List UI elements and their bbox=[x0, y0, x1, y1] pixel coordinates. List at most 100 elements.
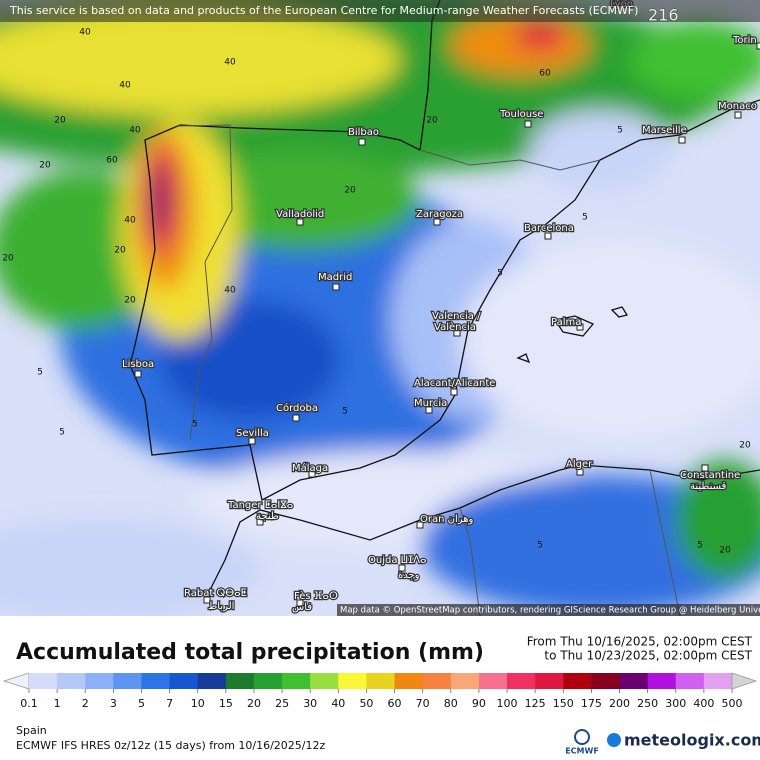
colorbar-tick-label: 30 bbox=[303, 697, 317, 710]
city-label: Valladolid bbox=[276, 209, 324, 220]
city-marker bbox=[678, 136, 686, 144]
color-swatch bbox=[422, 673, 452, 689]
colorbar-tick-label: 40 bbox=[331, 697, 345, 710]
contour-label: 40 bbox=[119, 81, 131, 91]
contour-label: 40 bbox=[224, 58, 236, 68]
city-marker bbox=[425, 406, 433, 414]
ecmwf-label: ECMWF bbox=[565, 747, 599, 756]
brand[interactable]: meteologix.com bbox=[624, 731, 760, 750]
colorbar-tick-label: 80 bbox=[444, 697, 458, 710]
colorbar-tick-label: 100 bbox=[497, 697, 518, 710]
city-marker bbox=[734, 111, 742, 119]
color-swatch bbox=[29, 673, 58, 689]
contour-label: 60 bbox=[539, 69, 551, 79]
color-swatch bbox=[141, 673, 171, 689]
city-label: Córdoba bbox=[276, 402, 318, 414]
colorbar-tick-label: 200 bbox=[609, 697, 630, 710]
city-marker bbox=[358, 138, 366, 146]
colorbar-tick-label: 400 bbox=[693, 697, 714, 710]
color-swatch bbox=[703, 673, 733, 689]
colorbar-tick-label: 20 bbox=[247, 697, 261, 710]
attribution-bar bbox=[0, 0, 760, 22]
city-marker bbox=[433, 218, 441, 226]
colorbar-tick-label: 3 bbox=[110, 697, 117, 710]
color-swatch bbox=[169, 673, 199, 689]
colorbar-tick-label: 15 bbox=[219, 697, 233, 710]
contour-label: 20 bbox=[114, 246, 126, 256]
contour-label: 20 bbox=[739, 441, 751, 451]
contour-label: 20 bbox=[719, 546, 731, 556]
city-label: Bilbao bbox=[348, 127, 379, 138]
colorbar-tick-label: 70 bbox=[416, 697, 430, 710]
colorbar-tick-label: 500 bbox=[722, 697, 743, 710]
color-swatch bbox=[57, 673, 86, 689]
color-swatch bbox=[366, 673, 396, 689]
city-marker bbox=[701, 464, 709, 472]
colorbar-tick-label: 300 bbox=[665, 697, 686, 710]
city-marker bbox=[248, 437, 256, 445]
city-marker bbox=[296, 218, 304, 226]
map: 40 40 20 40 60 40 20 20 20 20 5 5 5 5 5 5 5 20 20 40 60 40 20 2… bbox=[0, 0, 760, 616]
city-marker bbox=[203, 596, 211, 604]
contour-label: 5 bbox=[697, 541, 703, 551]
contour-label: 5 bbox=[342, 407, 348, 417]
city-label: Rabat ⵕⴱⴰⵟ bbox=[184, 588, 247, 599]
colorbar-arrow-left bbox=[2, 672, 30, 690]
contour-label: 20 bbox=[344, 186, 356, 196]
color-swatch bbox=[647, 673, 677, 689]
color-swatch bbox=[253, 673, 283, 689]
color-swatch bbox=[85, 673, 114, 689]
color-swatch bbox=[225, 673, 255, 689]
city-marker bbox=[450, 388, 458, 396]
city-marker bbox=[576, 323, 584, 331]
period-from: From Thu 10/16/2025, 02:00pm CEST bbox=[527, 635, 753, 649]
colorbar-tick-label: 125 bbox=[525, 697, 546, 710]
contour-label: 20 bbox=[54, 116, 66, 126]
colorbar-tick-label: 250 bbox=[637, 697, 658, 710]
city-label: Marseille bbox=[642, 125, 687, 136]
borders bbox=[177, 124, 681, 616]
city-marker bbox=[544, 232, 552, 240]
region: Spain bbox=[16, 724, 47, 737]
color-swatch bbox=[507, 673, 536, 689]
city-marker bbox=[756, 42, 760, 50]
city-label: Oujda ⵡⵊⴷⴰ bbox=[368, 555, 427, 566]
city-label: قسنطينة bbox=[690, 481, 727, 492]
city-label: València bbox=[434, 321, 476, 333]
color-swatch bbox=[478, 673, 508, 689]
colorbar-tick-label: 150 bbox=[553, 697, 574, 710]
color-swatch bbox=[338, 673, 367, 689]
city-label: Zaragoza bbox=[416, 209, 463, 220]
city-label: Oran وهران bbox=[420, 514, 474, 525]
city-label: الرباط bbox=[208, 601, 234, 612]
color-swatch bbox=[675, 673, 705, 689]
city-marker bbox=[416, 521, 424, 529]
city-label: Sevilla bbox=[236, 428, 269, 439]
city-marker bbox=[308, 470, 316, 478]
city-label: Valencia / bbox=[432, 311, 481, 322]
contour-label: 40 bbox=[224, 286, 236, 296]
city-label: Alger bbox=[566, 459, 593, 470]
city-label: Tanger ⵟⴰⵏⴵⴰ bbox=[227, 500, 293, 511]
contour-label: 20 bbox=[426, 116, 438, 126]
city-label: طنجة bbox=[256, 511, 279, 522]
city-label: Alacant/Alicante bbox=[414, 378, 495, 389]
city-marker bbox=[296, 599, 304, 607]
color-swatch bbox=[310, 673, 339, 689]
color-swatch bbox=[619, 673, 649, 689]
contour-label: 40 bbox=[79, 28, 91, 38]
ecmwf-logo bbox=[574, 729, 590, 745]
city-label: Constantine bbox=[680, 470, 740, 481]
city-label: Monaco bbox=[718, 101, 757, 112]
colorbar-tick-label: 5 bbox=[138, 697, 145, 710]
contour-label: 60 bbox=[106, 156, 118, 166]
city-label: Málaga bbox=[292, 462, 328, 474]
city-label: Madrid bbox=[318, 272, 352, 283]
contour-label: 20 bbox=[2, 254, 14, 264]
contour-label: 5 bbox=[617, 126, 623, 136]
city-marker bbox=[524, 120, 532, 128]
brand-logo bbox=[607, 733, 621, 747]
peak-label: 216 bbox=[648, 6, 679, 25]
legend-title: Accumulated total precipitation (mm) bbox=[16, 640, 484, 665]
